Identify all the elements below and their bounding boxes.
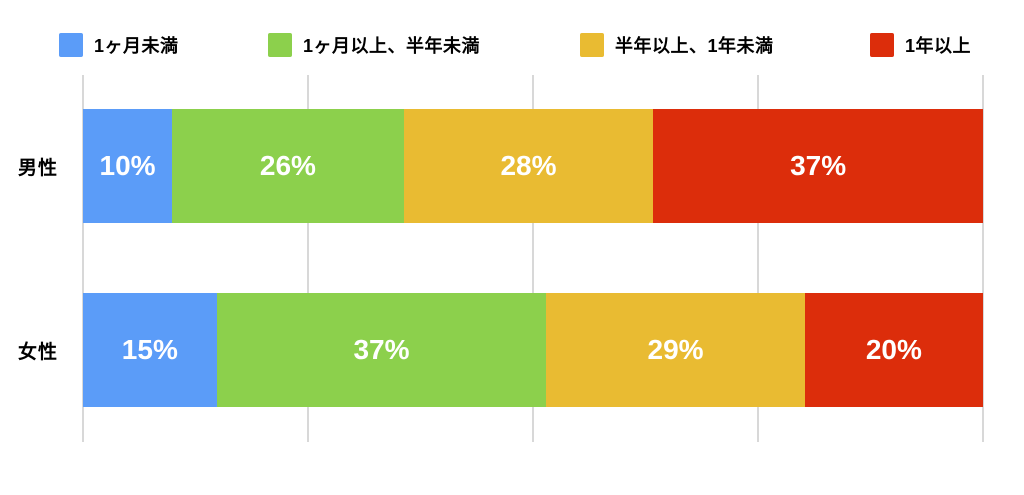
bar-value-label: 37%	[790, 150, 847, 181]
bar-value-label: 26%	[259, 150, 316, 181]
bar-value-label: 20%	[865, 334, 922, 365]
legend-label: 1年以上	[905, 36, 972, 56]
bar-segment: 28%	[403, 109, 654, 223]
legend-swatch-icon	[268, 33, 292, 57]
bar-value-label: 29%	[647, 334, 704, 365]
legend-label: 1ヶ月以上、半年未満	[303, 36, 481, 56]
legend-swatch-icon	[580, 33, 604, 57]
gridline	[757, 75, 759, 442]
bar-value-label: 37%	[353, 334, 410, 365]
bar-segment: 10%	[83, 109, 173, 223]
bar-segment: 37%	[216, 293, 547, 407]
gridline	[982, 75, 984, 442]
legend-item: 1ヶ月以上、半年未満	[268, 33, 480, 57]
bar-segment: 20%	[804, 293, 983, 407]
bar-segment: 29%	[546, 293, 805, 407]
gridline	[532, 75, 534, 442]
legend-item: 半年以上、1年未満	[580, 33, 774, 57]
bar-value-label: 28%	[500, 150, 557, 181]
legend-swatch-icon	[59, 33, 83, 57]
bar-value-label: 15%	[121, 334, 178, 365]
legend-swatch-icon	[870, 33, 894, 57]
gridline	[307, 75, 309, 442]
bar-value-label: 10%	[99, 150, 156, 181]
legend-label: 1ヶ月未満	[94, 36, 179, 56]
stacked-bar-row: 10% 26% 28% 37%	[83, 109, 983, 223]
category-label: 男性	[17, 158, 58, 179]
legend-item: 1ヶ月未満	[59, 33, 179, 57]
bar-segment: 37%	[653, 109, 983, 223]
bar-segment: 26%	[172, 109, 404, 223]
chart-legend: 1ヶ月未満 1ヶ月以上、半年未満 半年以上、1年未満 1年以上	[0, 0, 1024, 70]
legend-item: 1年以上	[870, 33, 971, 57]
legend-label: 半年以上、1年未満	[615, 36, 774, 56]
category-label: 女性	[17, 342, 58, 363]
stacked-bar-row: 15% 37% 29% 20%	[83, 293, 983, 407]
gridline	[82, 75, 84, 442]
bar-segment: 15%	[83, 293, 217, 407]
